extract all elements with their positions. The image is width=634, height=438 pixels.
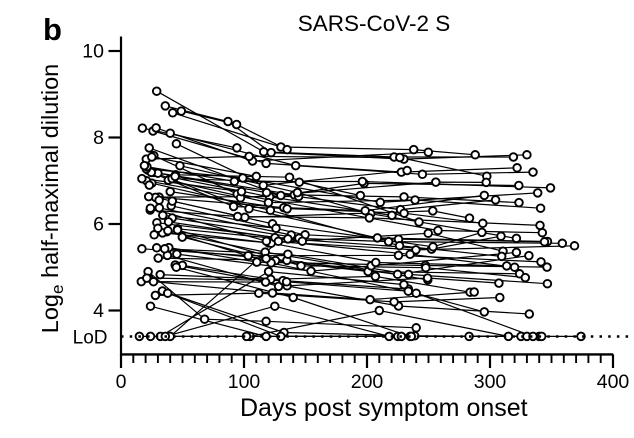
svg-text:8: 8 <box>93 127 104 149</box>
svg-text:200: 200 <box>351 371 384 393</box>
svg-text:Days post symptom onset: Days post symptom onset <box>240 394 528 422</box>
svg-text:6: 6 <box>93 214 104 236</box>
svg-text:100: 100 <box>228 371 261 393</box>
svg-text:LoD: LoD <box>73 328 108 349</box>
svg-text:300: 300 <box>474 371 507 393</box>
svg-text:10: 10 <box>82 41 104 63</box>
svg-text:4: 4 <box>93 300 104 322</box>
svg-text:b: b <box>43 12 62 47</box>
svg-text:400: 400 <box>597 371 630 393</box>
svg-text:0: 0 <box>116 371 127 393</box>
svg-text:Loge half-maximal dilution: Loge half-maximal dilution <box>37 64 67 333</box>
svg-text:SARS-CoV-2 S: SARS-CoV-2 S <box>298 11 451 36</box>
